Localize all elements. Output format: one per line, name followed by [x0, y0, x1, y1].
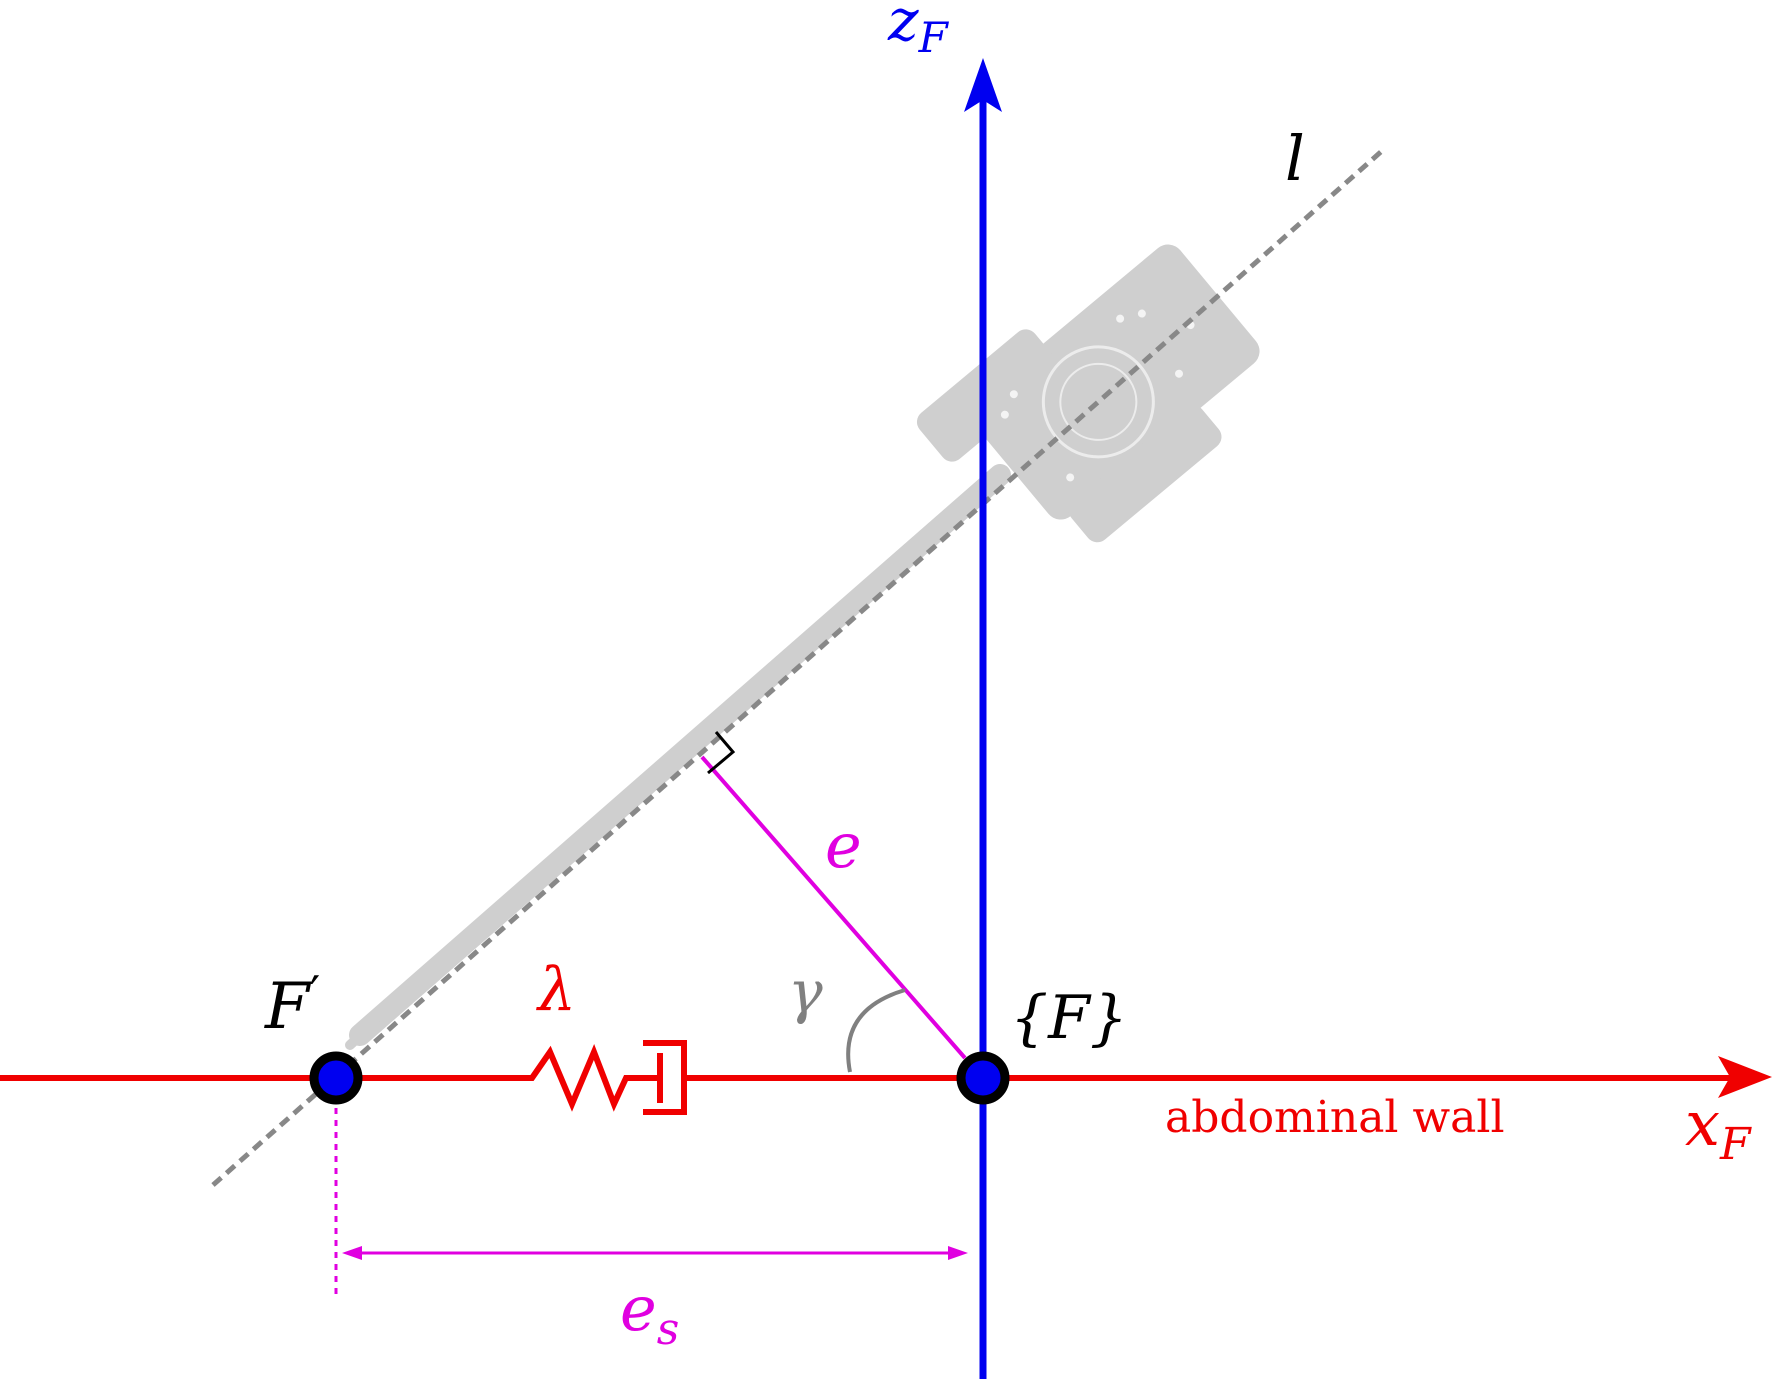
angle-gamma-arc: [846, 988, 906, 1073]
distance-es-dimension: [334, 1108, 968, 1300]
pivot-frame-label: F′: [264, 966, 320, 1044]
gamma-label: γ: [788, 958, 823, 1026]
surgical-instrument-icon: [345, 244, 1260, 1050]
es-label: es: [620, 1272, 679, 1355]
line-l-label: l: [1285, 122, 1305, 195]
e-label: e: [825, 809, 862, 882]
abdominal-wall-label: abdominal wall: [1165, 1092, 1505, 1143]
origin-frame-label: {F}: [1010, 983, 1128, 1053]
spring-damper-icon: [520, 1040, 700, 1115]
instrument-axis-line: [211, 148, 1385, 1187]
origin-point-f: [956, 1051, 1010, 1105]
x-axis: [0, 1056, 1772, 1098]
distance-e-line: [700, 755, 967, 1060]
right-angle-mark-icon: [707, 731, 736, 775]
lambda-label: λ: [536, 955, 576, 1025]
z-axis-label: zF: [887, 0, 950, 62]
x-axis-label: xF: [1685, 1087, 1752, 1170]
z-axis: [964, 58, 1002, 1379]
pivot-point-f-prime: [309, 1051, 363, 1105]
